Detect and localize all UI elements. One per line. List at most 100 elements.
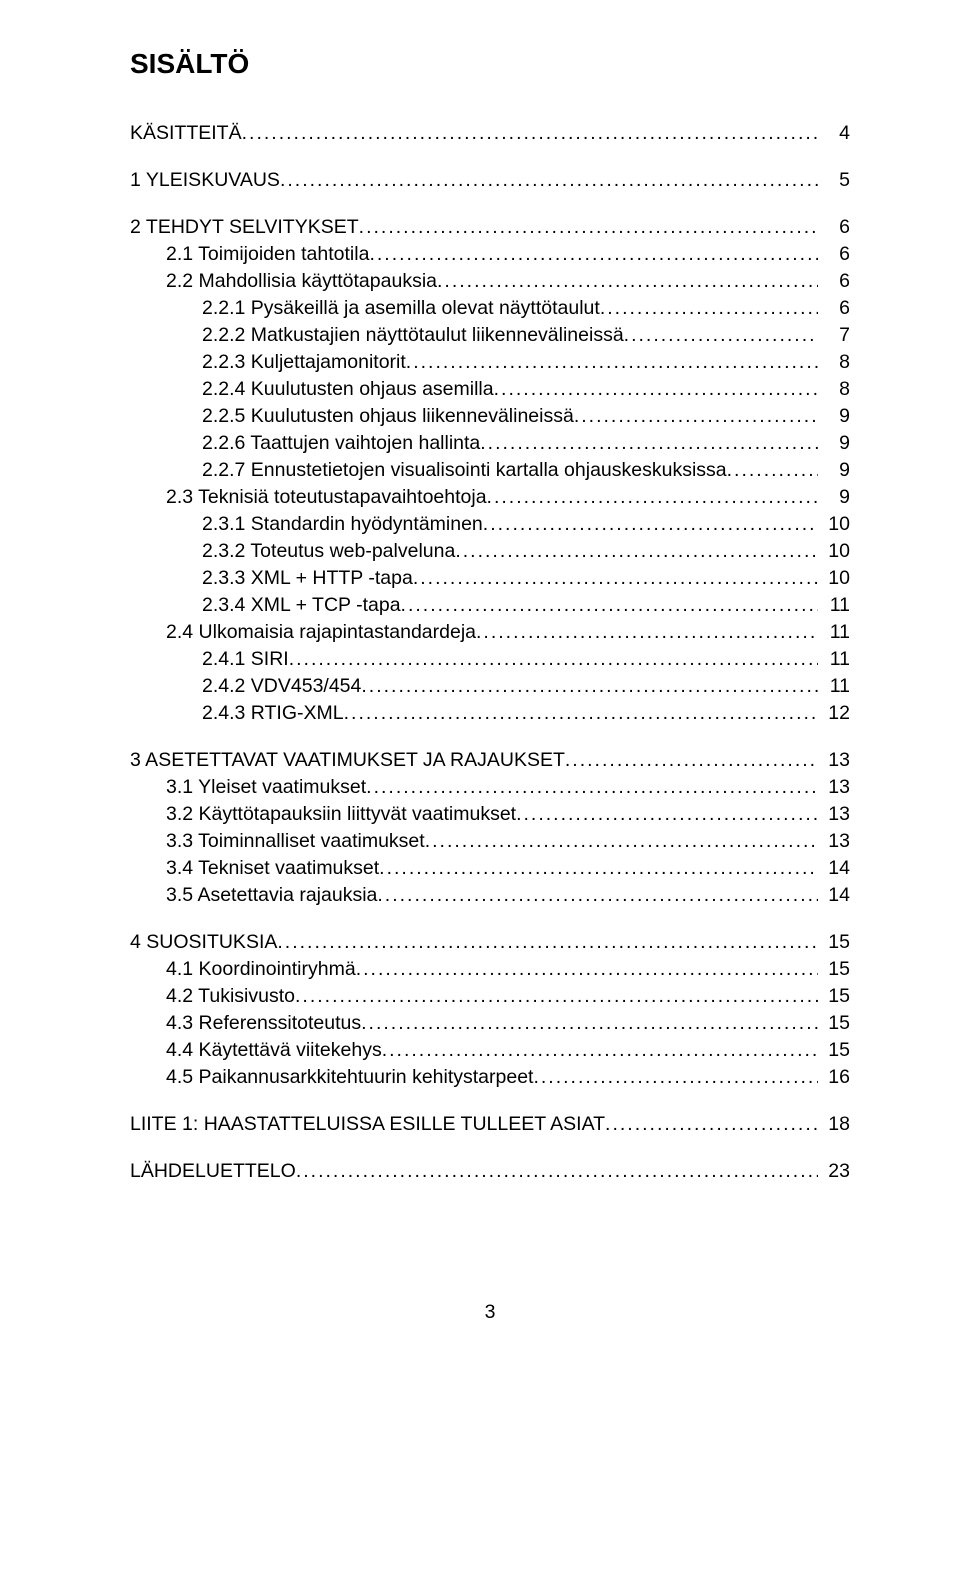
- toc-entry: 2.2.2 Matkustajien näyttötaulut liikenne…: [202, 324, 850, 347]
- toc-entry: 1 YLEISKUVAUS...........................…: [130, 169, 850, 192]
- toc-leader-dots: ........................................…: [600, 297, 818, 320]
- toc-entry: 4.3 Referenssitoteutus..................…: [166, 1012, 850, 1035]
- toc-entry-label: 4.3 Referenssitoteutus: [166, 1012, 361, 1035]
- toc-leader-dots: ........................................…: [483, 513, 818, 536]
- toc-entry-page: 7: [818, 324, 850, 347]
- toc-entry-label: 1 YLEISKUVAUS: [130, 169, 280, 192]
- toc-entry-page: 11: [818, 621, 850, 644]
- toc-leader-dots: ........................................…: [487, 486, 818, 509]
- toc-entry-label: 2.3.4 XML + TCP -tapa: [202, 594, 401, 617]
- toc-entry: LIITE 1: HAASTATTELUISSA ESILLE TULLEET …: [130, 1113, 850, 1136]
- toc-leader-dots: ........................................…: [280, 169, 818, 192]
- toc-entry-page: 13: [818, 749, 850, 772]
- toc-leader-dots: ........................................…: [366, 776, 818, 799]
- toc-entry-label: 2.2.7 Ennustetietojen visualisointi kart…: [202, 459, 727, 482]
- toc-entry-page: 11: [818, 594, 850, 617]
- toc-entry-label: 2.4.2 VDV453/454: [202, 675, 361, 698]
- toc-entry: 2.2.1 Pysäkeillä ja asemilla olevat näyt…: [202, 297, 850, 320]
- toc-entry-page: 18: [818, 1113, 850, 1136]
- toc-entry-page: 6: [818, 216, 850, 239]
- toc-leader-dots: ........................................…: [574, 405, 818, 428]
- toc-entry-page: 16: [818, 1066, 850, 1089]
- toc-entry-label: 2.4.1 SIRI: [202, 648, 289, 671]
- toc-entry-label: 2.3 Teknisiä toteutustapavaihtoehtoja: [166, 486, 487, 509]
- toc-entry-label: 2 TEHDYT SELVITYKSET: [130, 216, 359, 239]
- toc-entry-label: 2.1 Toimijoiden tahtotila: [166, 243, 369, 266]
- toc-leader-dots: ........................................…: [277, 931, 818, 954]
- toc-leader-dots: ........................................…: [480, 432, 818, 455]
- toc-entry: 2.1 Toimijoiden tahtotila...............…: [166, 243, 850, 266]
- toc-entry-label: 2.4.3 RTIG-XML: [202, 702, 344, 725]
- toc-entry-label: 4.1 Koordinointiryhmä: [166, 958, 356, 981]
- toc-entry: 2 TEHDYT SELVITYKSET....................…: [130, 216, 850, 239]
- toc-entry-label: 2.2.4 Kuulutusten ohjaus asemilla: [202, 378, 494, 401]
- toc-leader-dots: ........................................…: [565, 749, 818, 772]
- toc-leader-dots: ........................................…: [533, 1066, 818, 1089]
- toc-entry-page: 8: [818, 351, 850, 374]
- toc-entry-label: 2.3.3 XML + HTTP -tapa: [202, 567, 413, 590]
- toc-entry-label: 3.1 Yleiset vaatimukset: [166, 776, 366, 799]
- toc-entry: 2.3.2 Toteutus web-palveluna............…: [202, 540, 850, 563]
- toc-entry-page: 8: [818, 378, 850, 401]
- toc-leader-dots: ........................................…: [295, 985, 818, 1008]
- toc-entry: KÄSITTEITÄ..............................…: [130, 122, 850, 145]
- toc-entry-page: 10: [818, 567, 850, 590]
- toc-entry-page: 13: [818, 803, 850, 826]
- toc-leader-dots: ........................................…: [356, 958, 818, 981]
- toc-leader-dots: ........................................…: [476, 621, 818, 644]
- toc-entry-label: 4.5 Paikannusarkkitehtuurin kehitystarpe…: [166, 1066, 533, 1089]
- toc-leader-dots: ........................................…: [425, 830, 818, 853]
- toc-leader-dots: ........................................…: [727, 459, 818, 482]
- toc-entry-page: 5: [818, 169, 850, 192]
- toc-entry: 4 SUOSITUKSIA...........................…: [130, 931, 850, 954]
- toc-leader-dots: ........................................…: [369, 243, 818, 266]
- toc-entry: 4.5 Paikannusarkkitehtuurin kehitystarpe…: [166, 1066, 850, 1089]
- toc-entry-label: 2.3.2 Toteutus web-palveluna: [202, 540, 455, 563]
- toc-entry-page: 13: [818, 830, 850, 853]
- toc-leader-dots: ........................................…: [382, 1039, 818, 1062]
- toc-entry-page: 15: [818, 985, 850, 1008]
- toc-entry-page: 9: [818, 405, 850, 428]
- toc-entry-page: 6: [818, 270, 850, 293]
- toc-entry: 3.5 Asetettavia rajauksia...............…: [166, 884, 850, 907]
- toc-entry: 2.2 Mahdollisia käyttötapauksia.........…: [166, 270, 850, 293]
- toc-entry: 2.3.3 XML + HTTP -tapa..................…: [202, 567, 850, 590]
- toc-leader-dots: ........................................…: [361, 1012, 818, 1035]
- toc-entry: 2.2.3 Kuljettajamonitorit...............…: [202, 351, 850, 374]
- toc-entry-label: 2.4 Ulkomaisia rajapintastandardeja: [166, 621, 476, 644]
- toc-entry: 3.4 Tekniset vaatimukset................…: [166, 857, 850, 880]
- toc-entry-page: 15: [818, 958, 850, 981]
- toc-entry-page: 9: [818, 486, 850, 509]
- toc-entry: 4.2 Tukisivusto.........................…: [166, 985, 850, 1008]
- toc-leader-dots: ........................................…: [401, 594, 818, 617]
- toc-entry-page: 6: [818, 297, 850, 320]
- toc-entry-label: 3.5 Asetettavia rajauksia: [166, 884, 377, 907]
- toc-entry-label: 2.3.1 Standardin hyödyntäminen: [202, 513, 483, 536]
- toc-leader-dots: ........................................…: [406, 351, 818, 374]
- toc-leader-dots: ........................................…: [516, 803, 818, 826]
- toc-entry-label: LÄHDELUETTELO: [130, 1160, 296, 1183]
- toc-entry-page: 15: [818, 1012, 850, 1035]
- toc-entry: 3 ASETETTAVAT VAATIMUKSET JA RAJAUKSET..…: [130, 749, 850, 772]
- toc-leader-dots: ........................................…: [605, 1113, 818, 1136]
- toc-entry-label: 3.3 Toiminnalliset vaatimukset: [166, 830, 425, 853]
- toc-entry-page: 15: [818, 931, 850, 954]
- toc-leader-dots: ........................................…: [455, 540, 818, 563]
- toc-entry-label: 3.4 Tekniset vaatimukset: [166, 857, 379, 880]
- doc-title: SISÄLTÖ: [130, 48, 850, 80]
- toc-entry-page: 14: [818, 884, 850, 907]
- toc-leader-dots: ........................................…: [624, 324, 818, 347]
- toc-leader-dots: ........................................…: [296, 1160, 818, 1183]
- toc-entry: 4.4 Käytettävä viitekehys...............…: [166, 1039, 850, 1062]
- toc-leader-dots: ........................................…: [377, 884, 818, 907]
- toc-entry: 2.3 Teknisiä toteutustapavaihtoehtoja...…: [166, 486, 850, 509]
- toc-entry: 3.1 Yleiset vaatimukset.................…: [166, 776, 850, 799]
- toc-entry: 2.2.7 Ennustetietojen visualisointi kart…: [202, 459, 850, 482]
- toc-entry-page: 11: [818, 648, 850, 671]
- toc-leader-dots: ........................................…: [494, 378, 818, 401]
- toc-entry: 2.2.5 Kuulutusten ohjaus liikennevälinei…: [202, 405, 850, 428]
- toc-entry-label: 4.4 Käytettävä viitekehys: [166, 1039, 382, 1062]
- toc-entry-label: 2.2.3 Kuljettajamonitorit: [202, 351, 406, 374]
- toc-entry: 2.4.1 SIRI..............................…: [202, 648, 850, 671]
- toc-entry-label: 4 SUOSITUKSIA: [130, 931, 277, 954]
